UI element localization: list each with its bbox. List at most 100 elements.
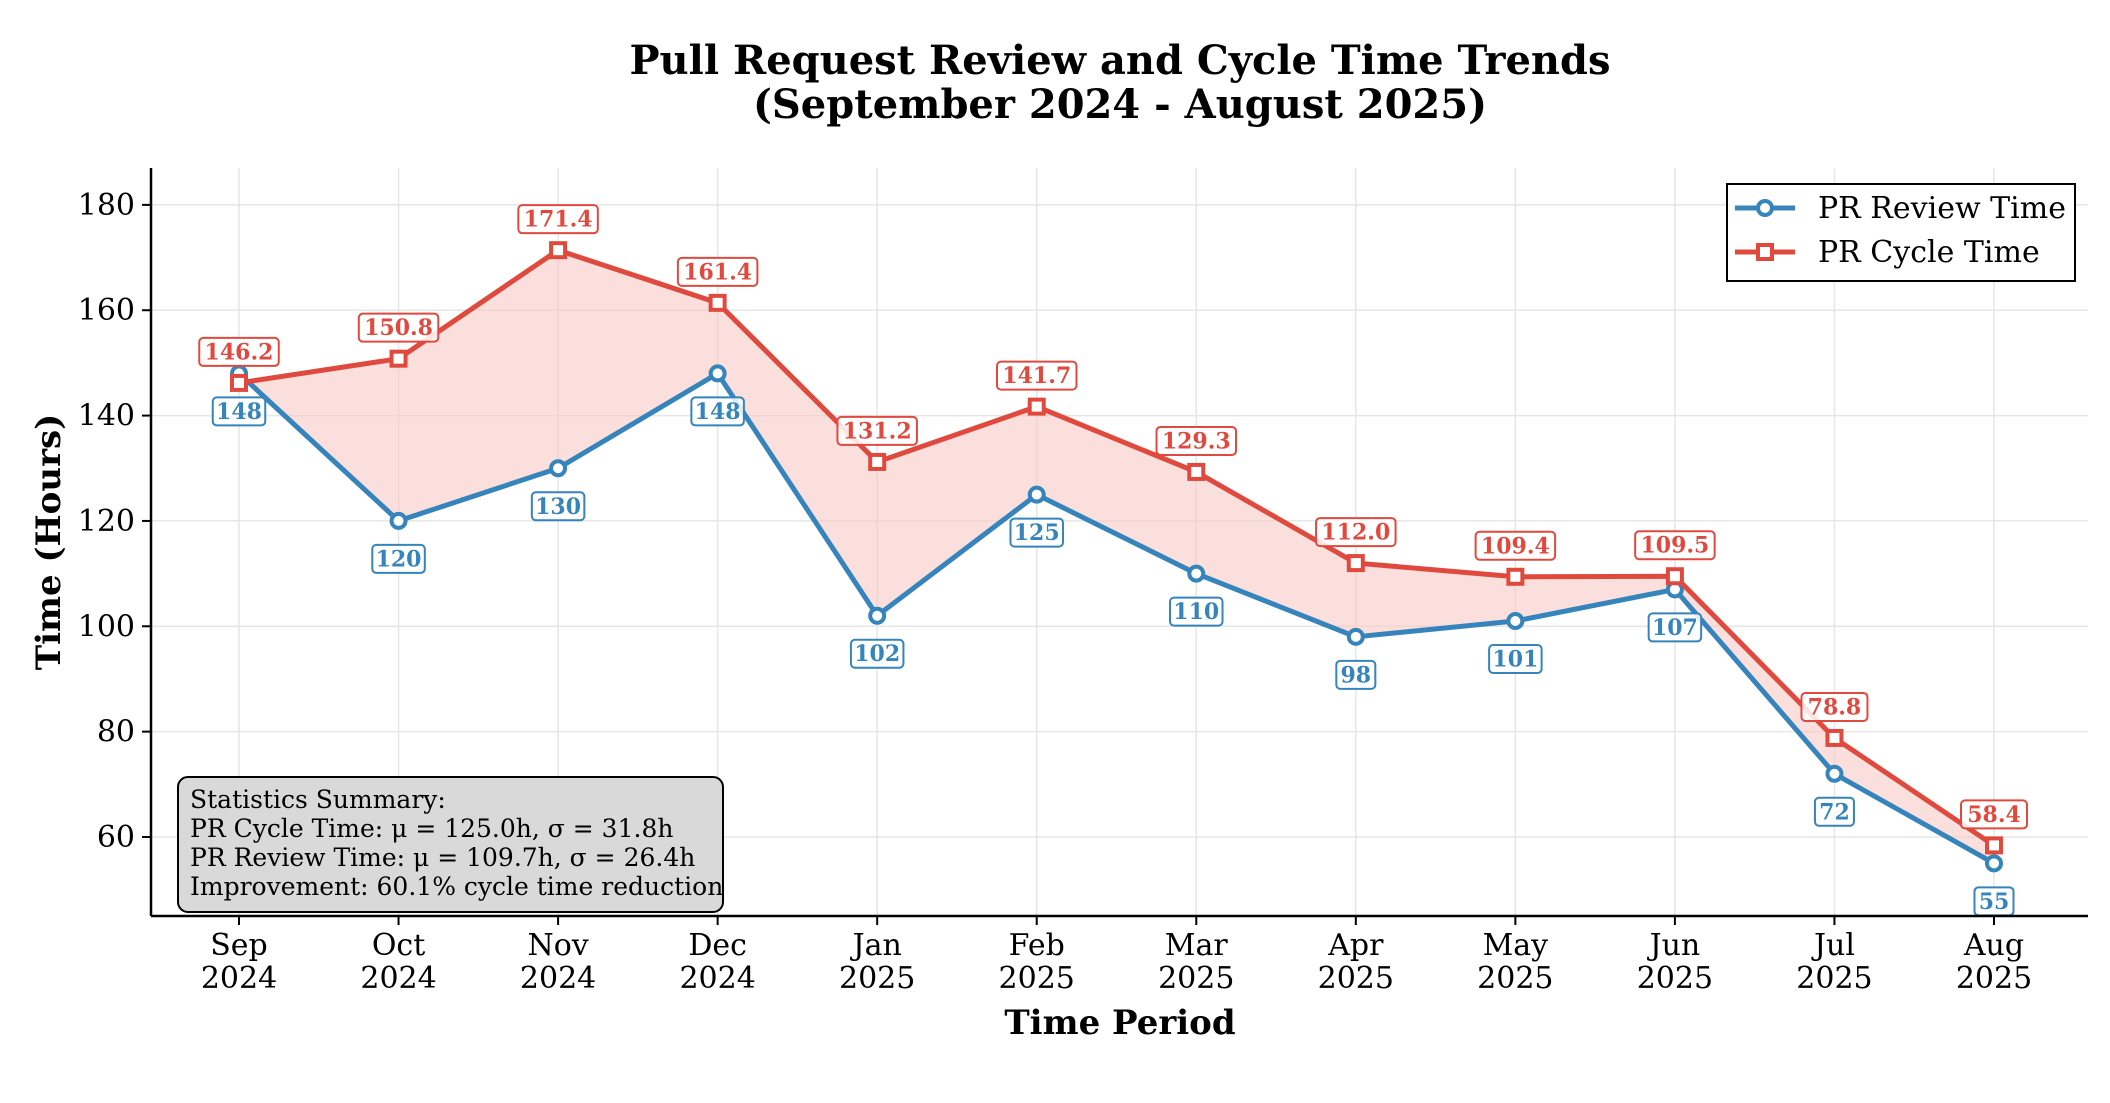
data-label-text: 101 (1492, 647, 1538, 673)
data-label-text: 102 (854, 641, 900, 667)
statistics-summary-box: Statistics Summary: PR Cycle Time: μ = 1… (177, 776, 724, 913)
x-axis-ticks: Sep2024Oct2024Nov2024Dec2024Jan2025Feb20… (201, 916, 2032, 996)
x-tick-label-year: 2024 (201, 961, 277, 996)
data-label-text: 120 (376, 546, 422, 572)
data-label-pr-cycle-time: 78.8 (1800, 691, 1869, 722)
x-tick-label-month: Sep (210, 928, 268, 963)
x-tick-label-year: 2024 (520, 961, 596, 996)
data-label-text: 129.3 (1162, 428, 1231, 454)
data-label-box (357, 312, 440, 343)
data-point-pr-review-time (1346, 627, 1365, 646)
x-tick-label-year: 2024 (679, 961, 755, 996)
data-label-text: 146.2 (205, 339, 274, 365)
x-axis-title: Time Period (1004, 1003, 1235, 1043)
x-tick-label-year: 2024 (360, 961, 436, 996)
x-tick-label-month: Mar (1165, 928, 1229, 963)
legend-cycle-marker (1756, 243, 1774, 261)
data-point-pr-cycle-time (708, 293, 727, 312)
data-label-text: 130 (535, 494, 581, 520)
x-tick-label-month: Nov (527, 928, 588, 963)
fill-between-region (239, 250, 1994, 864)
data-label-box (1155, 425, 1238, 456)
y-tick-label: 60 (97, 820, 135, 855)
data-point-pr-cycle-time (1506, 567, 1525, 586)
x-tick-label-month: Apr (1327, 928, 1384, 963)
data-label-box (995, 360, 1078, 391)
data-label-pr-cycle-time: 141.7 (995, 360, 1078, 391)
data-label-text: 141.7 (1002, 363, 1071, 389)
data-label-text: 148 (695, 399, 741, 425)
x-tick-label-month: May (1483, 928, 1549, 963)
data-label-box (1315, 517, 1397, 548)
data-label-pr-review-time: 101 (1488, 644, 1543, 675)
x-tick-label-month: Jun (1647, 928, 1701, 963)
data-point-pr-review-time (389, 511, 408, 530)
data-label-text: 148 (216, 399, 262, 425)
data-label-text: 150.8 (364, 315, 433, 341)
x-tick-label-year: 2025 (1318, 961, 1394, 996)
stats-line-heading: Statistics Summary: (190, 785, 446, 814)
x-tick-label-month: Dec (688, 928, 747, 963)
data-label-pr-cycle-time: 131.2 (836, 415, 918, 446)
data-label-box (690, 396, 745, 427)
data-label-box (1813, 796, 1855, 827)
data-point-pr-review-time (1187, 564, 1206, 583)
x-tick-label-year: 2025 (839, 961, 915, 996)
data-point-pr-review-time (1825, 764, 1844, 783)
data-point-pr-review-time (868, 606, 887, 625)
data-label-pr-cycle-time: 109.4 (1474, 530, 1557, 561)
stats-line-improvement: Improvement: 60.1% cycle time reduction (190, 872, 723, 901)
stats-box-frame (177, 776, 724, 913)
data-label-text: 125 (1014, 520, 1060, 546)
y-axis-title: Time (Hours) (29, 414, 69, 670)
data-label-box (836, 415, 918, 446)
y-tick-label: 160 (78, 293, 135, 328)
data-label-pr-cycle-time: 171.4 (517, 204, 599, 235)
x-tick-label-year: 2025 (1637, 961, 1713, 996)
y-tick-label: 80 (97, 715, 135, 750)
y-tick-label: 140 (78, 399, 135, 434)
stats-line-cycle: PR Cycle Time: μ = 125.0h, σ = 31.8h (190, 814, 673, 843)
fill-between-area (239, 250, 1994, 864)
data-label-text: 171.4 (524, 207, 593, 233)
data-point-pr-review-time (1506, 612, 1525, 631)
data-point-pr-review-time (1027, 485, 1046, 504)
data-point-pr-cycle-time (389, 349, 408, 368)
data-label-box (849, 638, 905, 669)
legend: PR Review Time PR Cycle Time (1726, 183, 2076, 282)
x-tick-label-year: 2025 (999, 961, 1075, 996)
y-tick-label: 100 (78, 609, 135, 644)
legend-label-review: PR Review Time (1818, 191, 2066, 226)
data-label-box (1488, 644, 1543, 675)
data-label-text: 109.5 (1640, 533, 1709, 559)
data-labels: 148 120 130 148 102 125 110 98 101 107 72 55 146.2 15… (198, 204, 2028, 917)
data-label-text: 78.8 (1808, 694, 1862, 720)
series-layer (230, 241, 2003, 873)
data-label-pr-review-time: 148 (690, 396, 745, 427)
y-axis-ticks: 60 80 100 120 140 160 180 (78, 188, 151, 855)
data-label-box (1960, 799, 2028, 830)
data-point-pr-cycle-time (1985, 836, 2003, 855)
data-label-box (1335, 659, 1377, 690)
data-label-box (676, 256, 759, 287)
data-label-text: 55 (1979, 889, 2010, 915)
data-point-pr-cycle-time (1825, 728, 1844, 747)
series-line-pr-cycle-time (238, 247, 1996, 848)
data-label-box (1474, 530, 1557, 561)
data-label-pr-cycle-time: 161.4 (676, 256, 759, 287)
data-label-pr-cycle-time: 129.3 (1155, 425, 1238, 456)
x-tick-label-month: Jul (1811, 928, 1855, 963)
data-label-text: 98 (1341, 662, 1372, 688)
data-label-box (1647, 612, 1703, 643)
data-point-pr-review-time (549, 459, 568, 478)
data-label-pr-cycle-time: 109.5 (1634, 530, 1716, 561)
x-tick-label-month: Jan (850, 928, 902, 963)
data-label-box (1800, 691, 1869, 722)
data-label-box (1009, 517, 1064, 548)
data-label-box (530, 491, 586, 522)
x-tick-label-month: Oct (372, 928, 425, 963)
data-label-box (517, 204, 599, 235)
x-tick-label-year: 2025 (1796, 961, 1872, 996)
